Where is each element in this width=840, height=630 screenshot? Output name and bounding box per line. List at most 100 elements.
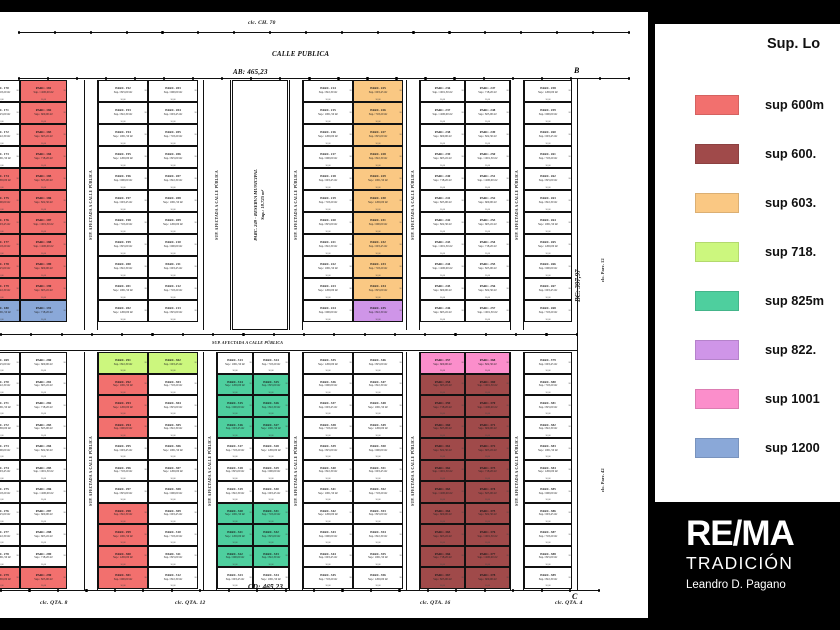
parcel-cell[interactable]: PARC. 185 Sup.: 825,00 m² 30,00 20 [20, 168, 67, 190]
parcel-cell[interactable]: PARC. 261 Sup.: 718,20 m² 30,00 20 [524, 146, 572, 168]
parcel-cell[interactable]: PARC. 370 Sup.: 1200,00 m² 30,00 20 [465, 395, 510, 417]
parcel-cell[interactable]: PARC. 180Sup.: 1001,50 m² 30,00 20 [0, 300, 20, 322]
parcel-cell[interactable]: PARC. 339 Sup.: 825,00 m² 30,00 20 [303, 438, 353, 460]
parcel-cell[interactable]: PARC. 211 Sup.: 603,45 m² 30,00 20 [148, 256, 198, 278]
parcel-cell[interactable]: PARC. 309 Sup.: 603,45 m² 30,00 20 [148, 502, 198, 524]
parcel-cell[interactable]: PARC. 215 Sup.: 1001,50 m² 30,00 20 [303, 102, 353, 124]
parcel-cell[interactable]: PARC. 208 Sup.: 1001,50 m² 30,00 20 [148, 190, 198, 212]
block-lower-center-b[interactable]: PARC. 346 Sup.: 825,00 m² 30,00 20 PARC. 347… [353, 352, 403, 589]
parcel-cell[interactable]: PARC. 182 Sup.: 600,00 m² 30,00 20 [20, 102, 67, 124]
parcel-cell[interactable]: PARC. 299 Sup.: 1001,50 m² 30,00 20 [98, 524, 148, 546]
parcel-cell[interactable]: PARC. 206 Sup.: 825,00 m² 30,00 20 [148, 146, 198, 168]
parcel-cell[interactable]: PARC. 267 Sup.: 603,45 m² 30,00 20 [524, 278, 572, 300]
parcel-cell[interactable]: PARC. 240 Sup.: 718,20 m² 30,00 20 [420, 168, 465, 190]
parcel-cell[interactable]: PARC. 310 Sup.: 718,20 m² 30,00 20 [148, 524, 198, 546]
parcel-cell[interactable]: PARC. 315 Sup.: 600,00 m² 30,00 20 [217, 395, 253, 417]
parcel-cell[interactable]: PARC. 291 Sup.: 822,30 m² 30,00 20 [98, 352, 148, 374]
parcel-cell[interactable]: PARC. 380 Sup.: 718,20 m² 30,00 20 [524, 373, 572, 395]
block-upper-right-b[interactable]: PARC. 247 Sup.: 718,20 m² 30,00 20 PARC. 248… [465, 80, 510, 322]
parcel-cell[interactable]: PARC. 219 Sup.: 718,20 m² 30,00 20 [303, 190, 353, 212]
parcel-cell[interactable]: PARC. 177Sup.: 718,20 m² 30,00 20 [0, 234, 20, 256]
parcel-cell[interactable]: PARC. 294 Sup.: 600,00 m² 30,00 20 [98, 416, 148, 438]
municipal-reserve-block[interactable]: PARC. 249 - RESERVA MUNICIPAL Sup.: 18.7… [232, 80, 288, 330]
parcel-cell[interactable]: PARC. 247 Sup.: 718,20 m² 30,00 20 [465, 80, 510, 102]
parcel-cell[interactable]: PARC. 323 Sup.: 603,45 m² 30,00 20 [217, 567, 253, 589]
parcel-cell[interactable]: PARC. 170Sup.: 718,20 m² 30,00 20 [0, 80, 20, 102]
parcel-cell[interactable]: PARC. 228 Sup.: 822,30 m² 30,00 20 [353, 146, 403, 168]
parcel-cell[interactable]: PARC. 173Sup.: 1001,50 m² 30,00 20 [0, 146, 20, 168]
parcel-cell[interactable]: PARC. 350 Sup.: 600,00 m² 30,00 20 [353, 438, 403, 460]
parcel-cell[interactable]: PARC. 238 Sup.: 600,00 m² 30,00 20 [420, 124, 465, 146]
parcel-cell[interactable]: PARC. 389 Sup.: 822,30 m² 30,00 20 [524, 567, 572, 589]
parcel-cell[interactable]: PARC. 255 Sup.: 825,00 m² 30,00 20 [465, 256, 510, 278]
parcel-cell[interactable]: PARC. 335 Sup.: 1200,00 m² 30,00 20 [303, 352, 353, 374]
cadastral-map-panel[interactable]: clc. CH. 70 CALLE PUBLICA AB: 465,23 B C… [0, 12, 648, 618]
parcel-cell[interactable]: PARC. 196 Sup.: 600,00 m² 30,00 20 [98, 168, 148, 190]
block-upper-mid-left-b[interactable]: PARC. 203 Sup.: 600,00 m² 30,00 20 PARC. 204… [148, 80, 198, 322]
parcel-cell[interactable]: PARC. 379 Sup.: 603,45 m² 30,00 20 [524, 352, 572, 374]
block-upper-right-a[interactable]: PARC. 236 Sup.: 1001,50 m² 30,00 20 PARC. 23… [420, 80, 465, 322]
parcel-cell[interactable]: PARC. 314 Sup.: 1200,00 m² 30,00 20 [217, 373, 253, 395]
parcel-cell[interactable]: PARC. 289 Sup.: 718,20 m² 30,00 20 [20, 545, 67, 567]
parcel-cell[interactable]: PARC. 232 Sup.: 603,45 m² 30,00 20 [353, 234, 403, 256]
parcel-cell[interactable]: PARC. 286 Sup.: 1200,00 m² 30,00 20 [20, 481, 67, 503]
parcel-cell[interactable]: PARC. 372 Sup.: 603,45 m² 30,00 20 [465, 438, 510, 460]
parcel-cell[interactable]: PARC. 192 Sup.: 825,00 m² 30,00 20 [98, 80, 148, 102]
parcel-cell[interactable]: PARC. 382 Sup.: 822,30 m² 30,00 20 [524, 416, 572, 438]
legend-row[interactable]: sup 603. [655, 178, 840, 227]
parcel-cell[interactable]: PARC. 246 Sup.: 603,45 m² 30,00 20 [420, 300, 465, 322]
parcel-cell[interactable]: PARC. 175Sup.: 600,00 m² 30,00 20 [0, 190, 20, 212]
parcel-cell[interactable]: PARC. 298 Sup.: 822,30 m² 30,00 20 [98, 502, 148, 524]
parcel-cell[interactable]: PARC. 201 Sup.: 1001,50 m² 30,00 20 [98, 278, 148, 300]
parcel-cell[interactable]: PARC. 254 Sup.: 718,20 m² 30,00 20 [465, 234, 510, 256]
parcel-cell[interactable]: PARC. 253 Sup.: 603,45 m² 30,00 20 [465, 212, 510, 234]
parcel-cell[interactable]: PARC. 346 Sup.: 825,00 m² 30,00 20 [353, 352, 403, 374]
parcel-cell[interactable]: PARC. 251 Sup.: 1200,00 m² 30,00 20 [465, 168, 510, 190]
parcel-cell[interactable]: PARC. 308 Sup.: 600,00 m² 30,00 20 [148, 481, 198, 503]
parcel-cell[interactable]: PARC. 222 Sup.: 1001,50 m² 30,00 20 [303, 256, 353, 278]
parcel-cell[interactable]: PARC. 268 Sup.: 718,20 m² 30,00 20 [524, 300, 572, 322]
parcel-cell[interactable]: PARC. 245 Sup.: 600,00 m² 30,00 20 [420, 278, 465, 300]
parcel-cell[interactable]: PARC. 388 Sup.: 825,00 m² 30,00 20 [524, 545, 572, 567]
parcel-cell[interactable]: PARC. 358 Sup.: 603,45 m² 30,00 20 [420, 373, 465, 395]
block-lower-far-right[interactable]: PARC. 379 Sup.: 603,45 m² 30,00 20 PARC. 380… [524, 352, 572, 589]
parcel-cell[interactable]: PARC. 351 Sup.: 603,45 m² 30,00 20 [353, 459, 403, 481]
parcel-cell[interactable]: PARC. 214 Sup.: 822,30 m² 30,00 20 [303, 80, 353, 102]
parcel-cell[interactable]: PARC. 174Sup.: 1200,00 m² 30,00 20 [0, 168, 20, 190]
parcel-cell[interactable]: PARC. 257 Sup.: 1001,50 m² 30,00 20 [465, 300, 510, 322]
parcel-cell[interactable]: PARC. 189 Sup.: 600,00 m² 30,00 20 [20, 256, 67, 278]
parcel-cell[interactable]: PARC. 203 Sup.: 600,00 m² 30,00 20 [148, 80, 198, 102]
parcel-cell[interactable]: PARC. 328 Sup.: 1200,00 m² 30,00 20 [253, 438, 289, 460]
block-lower-pink-a[interactable]: PARC. 357 Sup.: 600,00 m² 30,00 20 PARC. 358… [420, 352, 465, 589]
parcel-cell[interactable]: PARC. 357 Sup.: 600,00 m² 30,00 20 [420, 352, 465, 374]
parcel-cell[interactable]: PARC. 386 Sup.: 603,45 m² 30,00 20 [524, 502, 572, 524]
parcel-cell[interactable]: PARC. 225 Sup.: 603,45 m² 30,00 20 [353, 80, 403, 102]
parcel-cell[interactable]: PARC. 202 Sup.: 1200,00 m² 30,00 20 [98, 300, 148, 322]
parcel-cell[interactable]: PARC. 384 Sup.: 1200,00 m² 30,00 20 [524, 459, 572, 481]
parcel-cell[interactable]: PARC. 322 Sup.: 600,00 m² 30,00 20 [217, 545, 253, 567]
parcel-cell[interactable]: PARC. 295 Sup.: 603,45 m² 30,00 20 [98, 438, 148, 460]
parcel-cell[interactable]: PARC. 342 Sup.: 1200,00 m² 30,00 20 [303, 502, 353, 524]
parcel-cell[interactable]: PARC. 205 Sup.: 718,20 m² 30,00 20 [148, 124, 198, 146]
parcel-cell[interactable]: PARC. 265 Sup.: 1200,00 m² 30,00 20 [524, 234, 572, 256]
parcel-cell[interactable]: PARC. 186 Sup.: 822,30 m² 30,00 20 [20, 190, 67, 212]
parcel-cell[interactable]: PARC. 296 Sup.: 718,20 m² 30,00 20 [98, 459, 148, 481]
parcel-cell[interactable]: PARC. 264 Sup.: 1001,50 m² 30,00 20 [524, 212, 572, 234]
parcel-cell[interactable]: PARC. 375 Sup.: 822,30 m² 30,00 20 [465, 502, 510, 524]
parcel-cell[interactable]: PARC. 276Sup.: 825,00 m² 30,00 20 [0, 502, 20, 524]
parcel-cell[interactable]: PARC. 337 Sup.: 603,45 m² 30,00 20 [303, 395, 353, 417]
parcel-cell[interactable]: PARC. 369 Sup.: 1001,50 m² 30,00 20 [465, 373, 510, 395]
legend-row[interactable]: sup 718. [655, 227, 840, 276]
parcel-cell[interactable]: PARC. 343 Sup.: 600,00 m² 30,00 20 [303, 524, 353, 546]
parcel-cell[interactable]: PARC. 387 Sup.: 718,20 m² 30,00 20 [524, 524, 572, 546]
parcel-cell[interactable]: PARC. 176Sup.: 603,45 m² 30,00 20 [0, 212, 20, 234]
block-upper-mid-left-a[interactable]: PARC. 192 Sup.: 825,00 m² 30,00 20 PARC. 193… [98, 80, 148, 322]
parcel-cell[interactable]: PARC. 285 Sup.: 1001,50 m² 30,00 20 [20, 459, 67, 481]
parcel-cell[interactable]: PARC. 326 Sup.: 822,30 m² 30,00 20 [253, 395, 289, 417]
parcel-cell[interactable]: PARC. 216 Sup.: 1200,00 m² 30,00 20 [303, 124, 353, 146]
parcel-cell[interactable]: PARC. 311 Sup.: 825,00 m² 30,00 20 [148, 545, 198, 567]
parcel-cell[interactable]: PARC. 355 Sup.: 1001,50 m² 30,00 20 [353, 545, 403, 567]
parcel-cell[interactable]: PARC. 236 Sup.: 1001,50 m² 30,00 20 [420, 80, 465, 102]
parcel-cell[interactable]: PARC. 290 Sup.: 825,00 m² 30,00 20 [20, 567, 67, 589]
